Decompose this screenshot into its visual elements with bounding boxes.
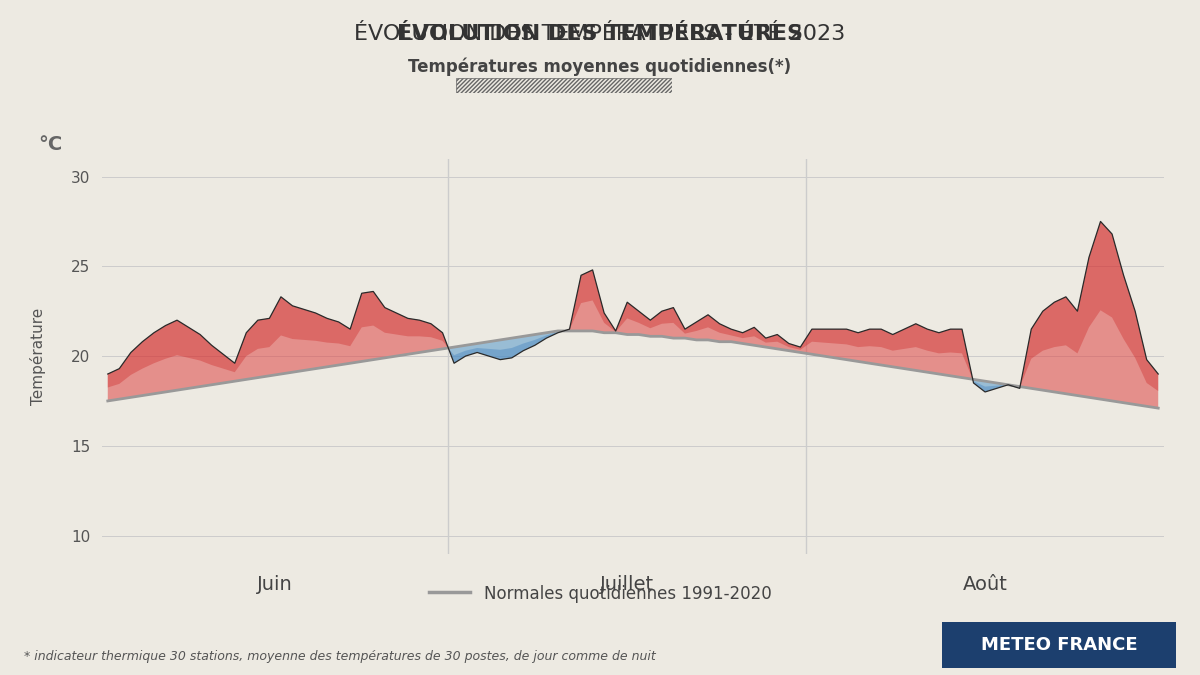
Text: ÉVOLUTION DES TEMPÉRATURES: ÉVOLUTION DES TEMPÉRATURES — [397, 24, 803, 44]
Legend: Normales quotidiennes 1991-2020: Normales quotidiennes 1991-2020 — [422, 578, 778, 610]
Text: Juillet: Juillet — [600, 575, 654, 594]
Text: * indicateur thermique 30 stations, moyenne des températures de 30 postes, de jo: * indicateur thermique 30 stations, moye… — [24, 650, 655, 663]
Text: ÉVOLUTION DES TEMPÉRATURES - ÉTÉ 2023: ÉVOLUTION DES TEMPÉRATURES - ÉTÉ 2023 — [354, 24, 846, 44]
Text: Juin: Juin — [257, 575, 293, 594]
Text: Août: Août — [962, 575, 1008, 594]
Text: Température: Température — [30, 307, 47, 405]
Text: °C: °C — [38, 135, 62, 154]
Text: Températures moyennes quotidiennes(*): Températures moyennes quotidiennes(*) — [408, 57, 792, 76]
Text: METEO FRANCE: METEO FRANCE — [980, 637, 1138, 654]
